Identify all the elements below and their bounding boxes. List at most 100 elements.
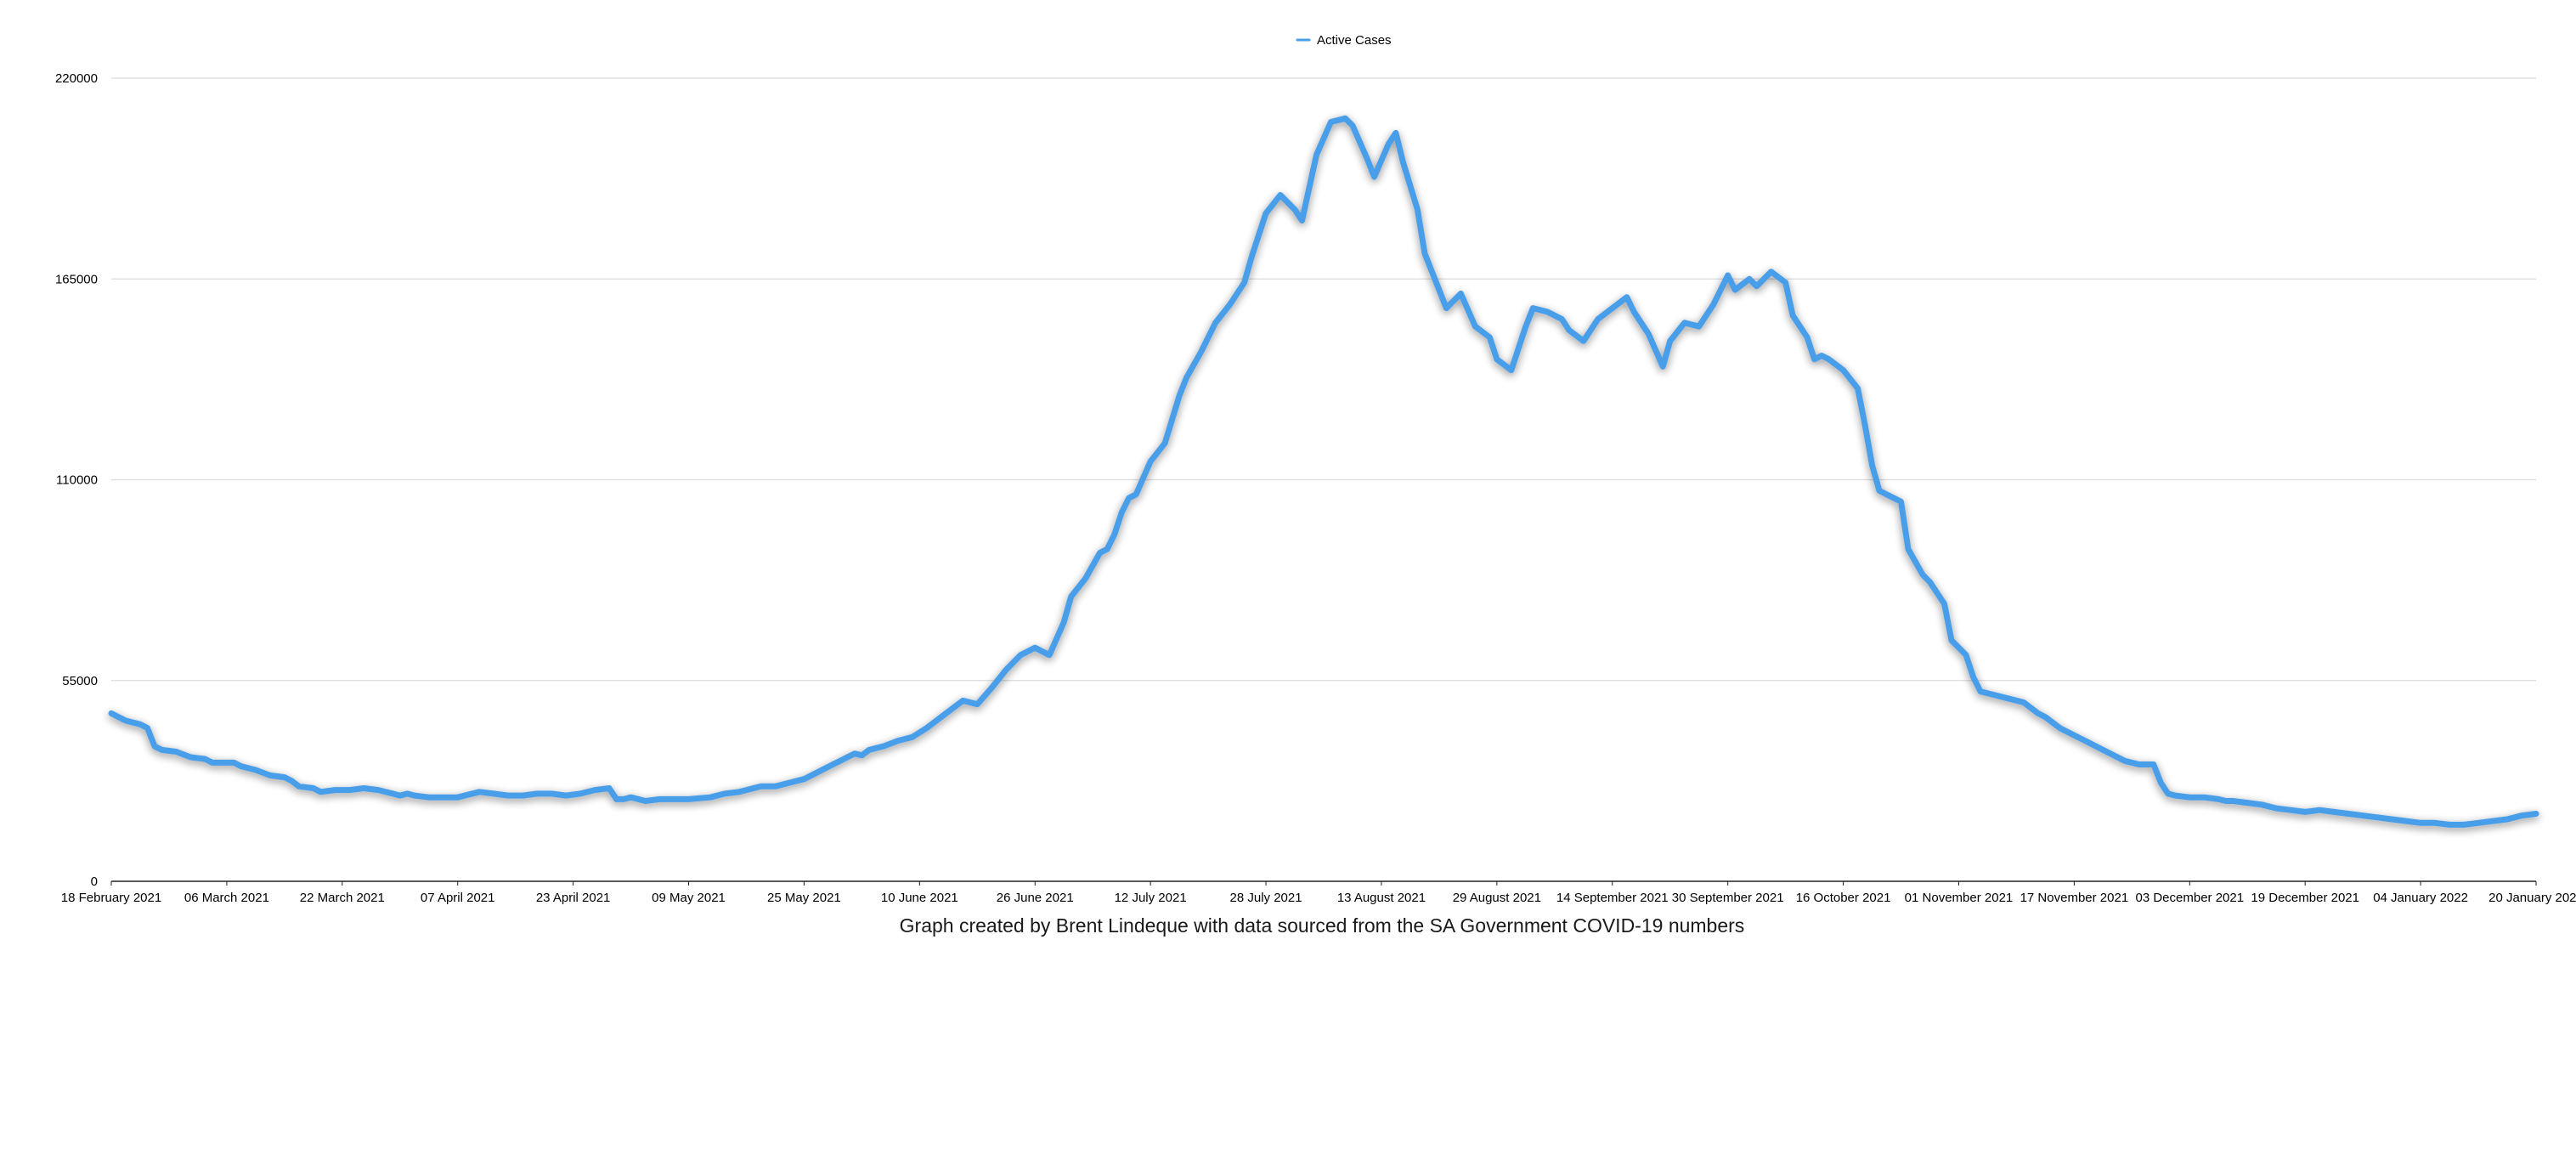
data-point (2476, 820, 2482, 826)
data-point (960, 698, 966, 704)
data-points (109, 116, 2539, 828)
x-tick-label-12: 29 August 2021 (1453, 891, 1541, 905)
data-point (1393, 130, 1398, 136)
data-point (2490, 818, 2496, 824)
data-point (1545, 308, 1551, 314)
data-point (440, 795, 446, 801)
data-point (2042, 714, 2048, 720)
data-point (310, 785, 316, 791)
data-point (2505, 817, 2511, 823)
data-point (657, 796, 663, 802)
data-point (671, 796, 677, 802)
data-point (1667, 338, 1673, 344)
data-point (1487, 335, 1493, 341)
data-point (2201, 795, 2207, 801)
x-tick-label-15: 16 October 2021 (1796, 891, 1891, 905)
data-point (1559, 316, 1565, 322)
x-axis-tick-labels: 18 February 2021 06 March 2021 22 March 20… (61, 891, 2576, 905)
data-point (1292, 207, 1298, 212)
data-point (909, 734, 915, 740)
data-point (1696, 324, 1702, 330)
x-tick-label-5: 09 May 2021 (652, 891, 726, 905)
legend-label-active-cases: Active Cases (1317, 33, 1392, 48)
data-point (138, 722, 144, 727)
data-point (1963, 652, 1969, 658)
data-point (592, 787, 598, 793)
data-point (1790, 313, 1796, 319)
data-point (390, 790, 396, 796)
data-point (952, 703, 958, 709)
data-point (1566, 327, 1572, 333)
x-tick-label-3: 07 April 2021 (421, 891, 495, 905)
data-point (837, 758, 843, 764)
data-point (296, 784, 302, 790)
data-point (1241, 280, 1247, 286)
data-point (1263, 210, 1269, 216)
data-point (2389, 817, 2395, 823)
data-point (2447, 822, 2453, 828)
data-point (1826, 356, 1832, 362)
data-point (621, 796, 627, 802)
data-point (1941, 601, 1947, 607)
data-point (1133, 491, 1139, 497)
data-point (1443, 305, 1449, 311)
y-tick-label-2: 110000 (56, 473, 98, 488)
x-tick-label-18: 03 December 2021 (2135, 891, 2244, 905)
data-point (1978, 688, 1984, 694)
data-point (1018, 652, 1024, 658)
data-point (477, 789, 483, 795)
x-tick-label-0: 18 February 2021 (61, 891, 161, 905)
data-point (1003, 666, 1009, 672)
data-point (1595, 316, 1601, 322)
data-point (455, 795, 460, 801)
data-point (281, 774, 287, 780)
data-point (1522, 324, 1528, 330)
data-point (144, 725, 150, 731)
data-point (563, 793, 569, 799)
data-point (231, 760, 237, 766)
data-point (1840, 367, 1846, 373)
data-point (1148, 459, 1154, 465)
y-tick-label-1: 55000 (62, 674, 98, 688)
data-point (1805, 335, 1811, 341)
data-point (109, 710, 115, 716)
data-point (159, 747, 165, 753)
data-point (1472, 324, 1478, 330)
y-axis-tick-labels: 0 55000 110000 165000 220000 (55, 71, 98, 889)
data-point (1530, 305, 1536, 311)
x-tick-label-4: 23 April 2021 (536, 891, 611, 905)
data-point (1068, 594, 1074, 600)
y-tick-label-3: 165000 (55, 272, 98, 286)
data-point (2346, 811, 2352, 817)
data-point (1386, 141, 1392, 147)
data-point (376, 787, 381, 793)
data-point (1162, 440, 1168, 446)
data-point (924, 725, 929, 731)
data-point (1047, 652, 1053, 658)
data-point (361, 785, 367, 791)
data-point (1119, 510, 1125, 516)
data-point (1415, 207, 1421, 212)
x-tick-label-11: 13 August 2021 (1337, 891, 1426, 905)
data-point (252, 767, 258, 773)
data-point (520, 793, 526, 799)
data-point (613, 796, 619, 802)
data-point (1681, 320, 1687, 325)
x-tick-label-16: 01 November 2021 (1905, 891, 2014, 905)
x-tick-label-20: 04 January 2022 (2373, 891, 2468, 905)
data-point (866, 747, 872, 753)
data-point (1328, 119, 1334, 125)
data-point (1032, 645, 1038, 651)
data-point (1609, 305, 1615, 311)
data-point (491, 790, 497, 796)
data-point (152, 744, 158, 750)
data-point (2317, 807, 2323, 813)
chart-caption: Graph created by Brent Lindeque with dat… (900, 914, 1745, 937)
data-point (1371, 174, 1377, 180)
x-tick-label-10: 28 July 2021 (1230, 891, 1302, 905)
data-point (2375, 814, 2381, 820)
data-point (758, 784, 764, 790)
x-tick-label-13: 14 September 2021 (1556, 891, 1669, 905)
data-point (1400, 159, 1406, 165)
